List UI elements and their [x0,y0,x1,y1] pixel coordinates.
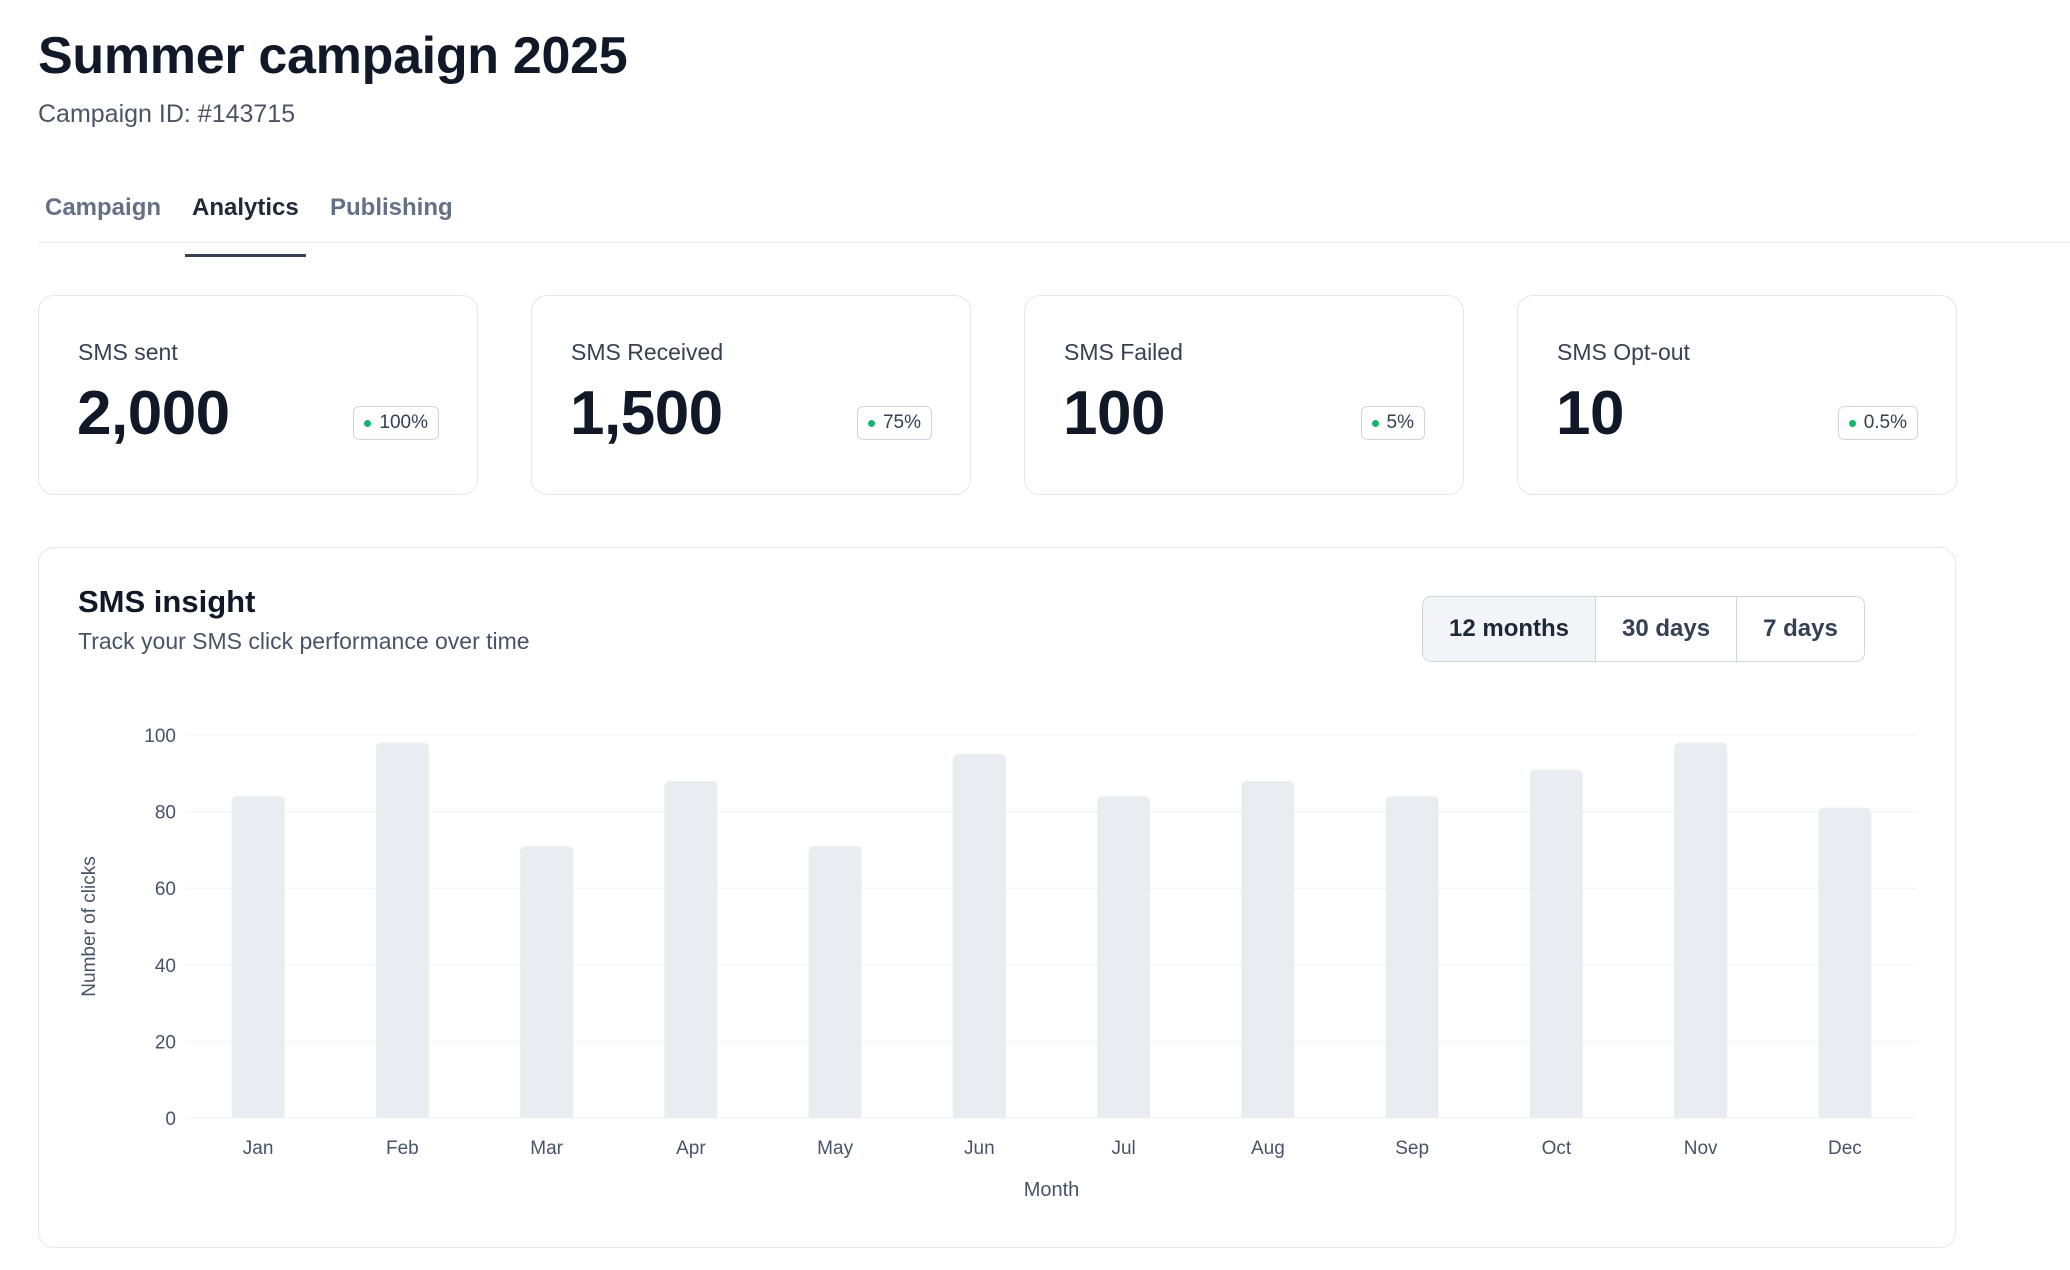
insight-title: SMS insight [78,584,256,619]
bar-oct [1529,769,1583,1118]
stat-value: 1,500 [570,379,723,448]
tab-campaign[interactable]: Campaign [45,194,162,221]
status-badge: 75% [856,406,932,440]
x-axis-label: Month [1024,1179,1080,1201]
badge-text: 5% [1386,412,1414,433]
stat-label: SMS sent [78,339,178,365]
x-tick-label: Mar [530,1138,563,1159]
time-range-selector: 12 months 30 days 7 days [1422,596,1865,662]
y-tick-label: 60 [155,879,176,900]
bar-jun [952,754,1006,1118]
status-badge: 5% [1360,406,1425,440]
y-tick-label: 40 [155,956,176,977]
sms-insight-card: SMS insight Track your SMS click perform… [38,547,1956,1248]
stat-label: SMS Failed [1064,339,1183,365]
stat-value: 100 [1063,379,1165,448]
tab-bar: Campaign Analytics Publishing [38,180,2070,257]
x-tick-label: May [817,1138,853,1159]
campaign-id: Campaign ID: #143715 [38,100,296,128]
range-30-days-button[interactable]: 30 days [1596,597,1738,661]
bar-jan [231,796,285,1118]
y-tick-label: 100 [144,726,176,747]
x-tick-label: Jul [1111,1138,1135,1159]
stat-card-sms-sent: SMS sent 2,000 100% [38,295,478,495]
x-tick-label: Sep [1395,1138,1429,1159]
clicks-bar-chart: 0 20 40 60 80 100 Jan Feb Mar Apr May Jun Jul Aug Sep O… [79,726,1917,1201]
range-12-months-button[interactable]: 12 months [1423,597,1597,661]
y-tick-label: 20 [155,1032,176,1053]
stat-value: 10 [1556,379,1624,448]
bar-feb [375,742,429,1118]
bar-nov [1674,742,1728,1118]
badge-text: 0.5% [1863,412,1907,433]
x-tick-label: Oct [1542,1138,1572,1159]
status-badge: 0.5% [1837,406,1918,440]
bar-mar [520,846,574,1118]
x-tick-label: Feb [386,1138,419,1159]
status-dot-icon [1371,419,1379,427]
bar-dec [1818,807,1872,1118]
status-dot-icon [1848,419,1856,427]
status-badge: 100% [353,406,439,440]
stat-label: SMS Received [571,339,724,365]
insight-subtitle: Track your SMS click performance over ti… [78,628,530,654]
x-tick-label: Jan [243,1138,274,1159]
tab-publishing[interactable]: Publishing [330,194,453,221]
stat-label: SMS Opt-out [1557,339,1690,365]
x-tick-label: Apr [676,1138,706,1159]
bar-apr [664,780,718,1118]
stat-value: 2,000 [77,379,230,448]
x-tick-label: Dec [1828,1138,1862,1159]
stat-card-sms-received: SMS Received 1,500 75% [531,295,971,495]
y-axis-label: Number of clicks [79,856,100,996]
y-tick-label: 0 [165,1109,176,1130]
bar-jul [1097,796,1151,1118]
status-dot-icon [867,419,875,427]
tab-analytics[interactable]: Analytics [185,194,306,257]
bar-sep [1385,796,1439,1118]
x-tick-label: Aug [1251,1138,1285,1159]
x-tick-label: Jun [964,1138,995,1159]
page-title: Summer campaign 2025 [38,27,628,85]
bar-aug [1241,780,1295,1118]
badge-text: 75% [882,412,921,433]
x-tick-label: Nov [1684,1138,1718,1159]
bar-may [808,846,862,1118]
range-7-days-button[interactable]: 7 days [1737,597,1864,661]
status-dot-icon [364,419,372,427]
stat-card-sms-opt-out: SMS Opt-out 10 0.5% [1517,295,1957,495]
badge-text: 100% [379,412,428,433]
y-tick-label: 80 [155,803,176,824]
stat-card-sms-failed: SMS Failed 100 5% [1024,295,1464,495]
